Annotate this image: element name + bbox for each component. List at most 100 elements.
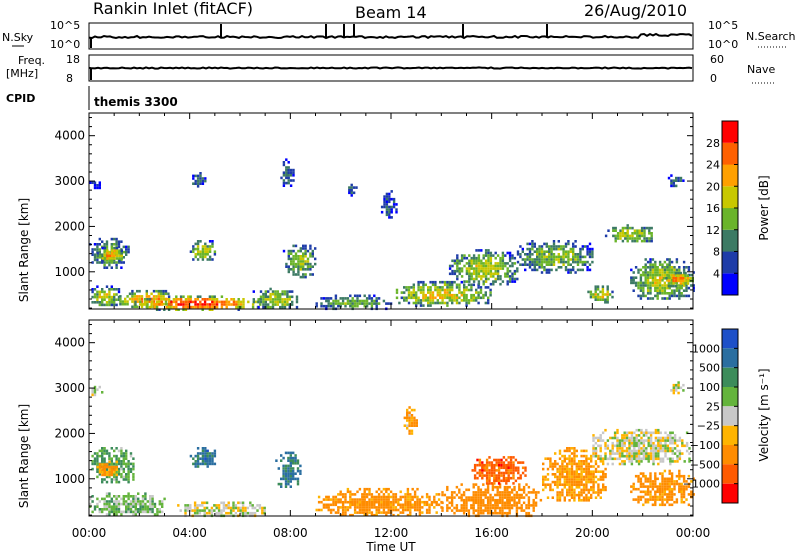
velocity-cell bbox=[234, 506, 238, 510]
velocity-cell bbox=[669, 439, 672, 442]
velocity-cell bbox=[460, 498, 463, 502]
power-cell bbox=[470, 288, 473, 292]
velocity-cell bbox=[299, 469, 302, 473]
velocity-cell bbox=[649, 439, 653, 442]
power-cell bbox=[121, 302, 124, 306]
velocity-cell bbox=[117, 449, 121, 453]
power-cell bbox=[475, 299, 478, 302]
velocity-cell bbox=[645, 428, 648, 432]
velocity-cell bbox=[446, 498, 449, 502]
velocity-cell bbox=[406, 424, 409, 427]
power-cell bbox=[456, 254, 459, 257]
velocity-cell bbox=[448, 506, 451, 510]
velocity-cell bbox=[637, 444, 641, 448]
power-cell bbox=[105, 301, 109, 304]
power-cell bbox=[526, 258, 529, 261]
power-cell bbox=[145, 289, 148, 293]
velocity-cell bbox=[339, 490, 342, 494]
velocity-cell bbox=[668, 485, 671, 488]
power-cell bbox=[429, 304, 432, 307]
velocity-cell bbox=[493, 463, 496, 467]
velocity-cell bbox=[637, 495, 640, 499]
power-cell bbox=[651, 266, 655, 269]
power-cell bbox=[141, 303, 144, 306]
power-cell bbox=[407, 288, 411, 292]
velocity-cell bbox=[101, 468, 104, 471]
velocity-cell bbox=[585, 460, 588, 463]
power-cell bbox=[179, 300, 183, 304]
velocity-cell bbox=[606, 439, 610, 442]
velocity-cell bbox=[141, 495, 145, 498]
power-cell bbox=[199, 172, 202, 175]
velocity-cell bbox=[346, 490, 350, 494]
velocity-cell bbox=[363, 511, 366, 514]
velocity-cell bbox=[592, 434, 595, 437]
velocity-cell bbox=[117, 508, 121, 511]
power-cell bbox=[111, 257, 114, 260]
velocity-colorbar-segment bbox=[722, 367, 738, 387]
nsky-tick-bottom: 10^0 bbox=[50, 38, 80, 51]
velocity-cell bbox=[151, 508, 154, 511]
velocity-cell bbox=[156, 508, 159, 511]
power-cell bbox=[191, 300, 195, 304]
velocity-cell bbox=[127, 475, 130, 479]
velocity-cell bbox=[413, 503, 417, 507]
power-cell bbox=[115, 298, 118, 301]
power-cell bbox=[235, 305, 238, 309]
power-cell bbox=[283, 300, 287, 304]
velocity-cell bbox=[594, 460, 598, 463]
power-cell bbox=[470, 277, 473, 281]
power-cell bbox=[431, 296, 435, 300]
power-cell bbox=[661, 271, 664, 274]
power-cell bbox=[489, 275, 493, 278]
power-cell bbox=[536, 268, 539, 272]
power-cell bbox=[513, 256, 517, 260]
velocity-cell bbox=[284, 482, 288, 486]
power-cell bbox=[516, 269, 519, 273]
velocity-cell bbox=[616, 444, 619, 448]
velocity-cell bbox=[509, 471, 513, 475]
power-cell bbox=[108, 250, 111, 254]
power-cell bbox=[548, 258, 551, 261]
velocity-cell bbox=[666, 439, 670, 442]
velocity-cell bbox=[406, 487, 410, 491]
velocity-cell bbox=[377, 495, 381, 499]
velocity-cell bbox=[644, 477, 647, 481]
power-cell bbox=[370, 297, 374, 300]
velocity-cell bbox=[213, 509, 216, 512]
power-cell bbox=[601, 295, 605, 299]
velocity-cell bbox=[673, 493, 676, 496]
power-cell bbox=[96, 254, 99, 258]
velocity-cell bbox=[570, 447, 574, 450]
velocity-cell bbox=[239, 511, 242, 515]
power-cell bbox=[251, 303, 255, 306]
power-cell bbox=[579, 247, 582, 251]
power-colorbar-segment bbox=[722, 229, 738, 252]
power-cell bbox=[101, 257, 104, 260]
power-cell bbox=[675, 268, 679, 272]
velocity-cell bbox=[117, 495, 121, 498]
velocity-cell bbox=[110, 497, 113, 501]
velocity-cell bbox=[546, 467, 550, 471]
velocity-cell bbox=[518, 501, 521, 505]
power-cell bbox=[269, 298, 272, 301]
velocity-cell bbox=[329, 503, 333, 507]
velocity-cell bbox=[443, 493, 447, 497]
velocity-cell bbox=[534, 493, 538, 497]
power-cell bbox=[164, 300, 168, 303]
power-cell bbox=[557, 255, 560, 259]
velocity-cell bbox=[673, 460, 677, 463]
power-cell bbox=[649, 266, 652, 269]
velocity-cell bbox=[485, 461, 489, 464]
power-cell bbox=[194, 174, 197, 178]
power-cell bbox=[654, 279, 657, 282]
velocity-cell bbox=[473, 463, 477, 467]
power-cell bbox=[651, 271, 655, 274]
power-cell bbox=[179, 295, 183, 298]
velocity-cell bbox=[525, 506, 528, 510]
velocity-cell bbox=[497, 466, 501, 470]
velocity-cell bbox=[666, 482, 669, 486]
velocity-cell bbox=[578, 480, 581, 484]
